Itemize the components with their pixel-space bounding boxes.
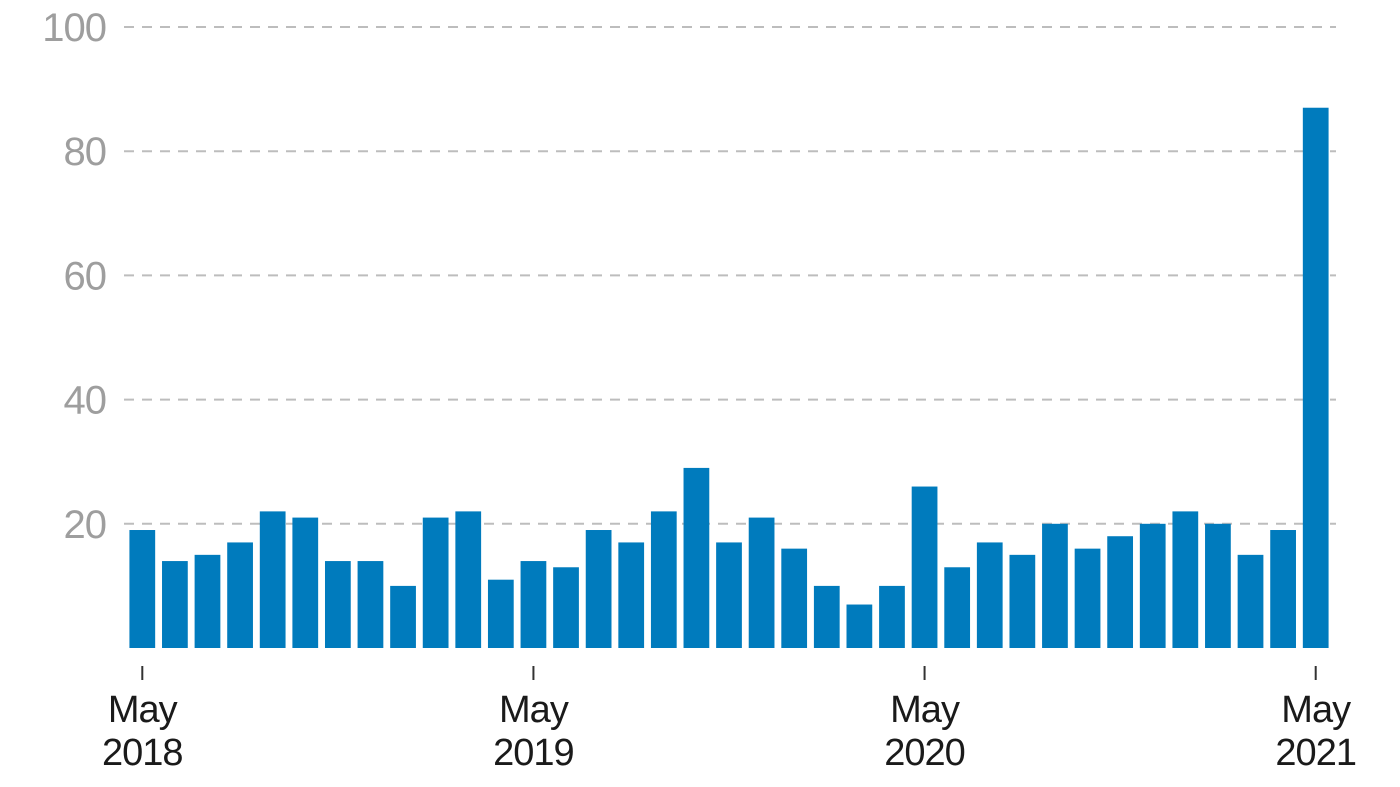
bar-jul-2018 <box>194 554 221 648</box>
bar-nov-2018 <box>324 561 351 648</box>
bar-jun-2018 <box>162 561 188 648</box>
bar-apr-2020 <box>879 585 905 648</box>
x-tick-label-year: 2021 <box>1275 732 1356 774</box>
x-tick-label-month: May <box>499 689 569 731</box>
bar-may-2020 <box>911 486 938 648</box>
bar-mar-2020 <box>846 604 873 648</box>
bar-aug-2018 <box>227 542 253 648</box>
bar-oct-2018 <box>292 517 319 648</box>
y-axis-tick-labels: 20 40 60 80 100 <box>42 6 107 547</box>
y-tick-label: 40 <box>64 379 107 423</box>
bar-oct-2020 <box>1074 548 1101 648</box>
bar-jun-2020 <box>944 567 971 648</box>
x-tick-label-year: 2020 <box>884 732 965 774</box>
bar-feb-2019 <box>422 517 449 648</box>
bar-jun-2019 <box>553 567 579 648</box>
bar-feb-2020 <box>813 585 840 648</box>
bar-may-2018 <box>129 530 156 648</box>
bar-nov-2019 <box>716 542 742 648</box>
bar-may-2019 <box>520 561 547 648</box>
bar-apr-2019 <box>487 579 514 648</box>
y-tick-label: 20 <box>64 503 107 547</box>
x-tick-label-month: May <box>108 689 178 731</box>
bar-nov-2020 <box>1107 536 1134 648</box>
bar-jan-2020 <box>781 548 808 648</box>
y-tick-label: 60 <box>64 254 107 298</box>
bar-jan-2021 <box>1172 511 1199 648</box>
bar-jul-2019 <box>585 530 612 648</box>
bar-aug-2019 <box>618 542 645 648</box>
bar-sep-2018 <box>259 511 286 648</box>
bar-apr-2021 <box>1270 530 1296 648</box>
bar-may-2021 <box>1302 107 1329 649</box>
bar-mar-2019 <box>455 511 482 648</box>
x-tick-label-month: May <box>1281 689 1351 731</box>
bar-oct-2019 <box>683 467 710 648</box>
bar-sep-2019 <box>650 511 677 648</box>
x-tick-label-year: 2018 <box>102 732 183 774</box>
x-tick-label-month: May <box>890 689 960 731</box>
bar-feb-2021 <box>1205 523 1231 648</box>
x-tick-label-year: 2019 <box>493 732 574 774</box>
bar-jan-2019 <box>390 585 416 648</box>
y-tick-label: 100 <box>42 6 106 50</box>
bar-jul-2020 <box>976 542 1003 648</box>
bar-dec-2019 <box>748 517 775 648</box>
bar-aug-2020 <box>1009 554 1036 648</box>
bar-sep-2020 <box>1042 523 1068 648</box>
bar-dec-2018 <box>357 561 384 648</box>
bar-mar-2021 <box>1237 554 1264 648</box>
bars <box>129 107 1329 649</box>
y-tick-label: 80 <box>64 130 107 174</box>
bar-dec-2020 <box>1139 523 1166 648</box>
gridlines <box>124 26 1336 525</box>
